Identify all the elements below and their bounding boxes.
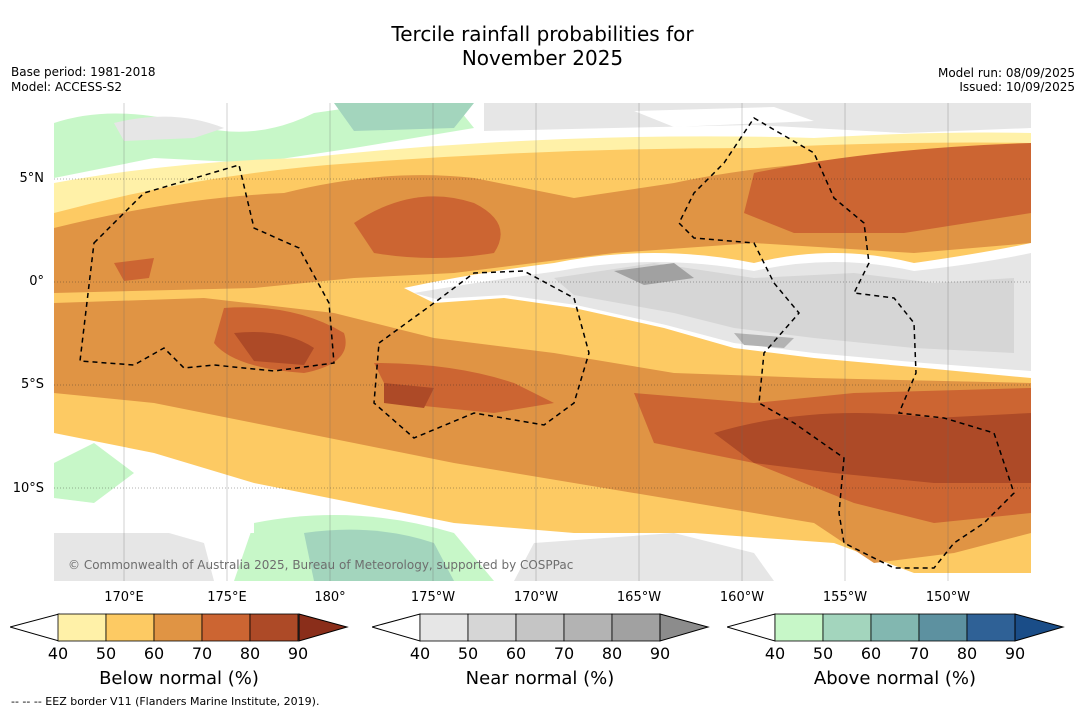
lon-label-175w: 175°W [410,590,456,605]
map-title-line1: Tercile rainfall probabilities for [391,22,694,46]
colorbar-segment [201,613,251,642]
colorbar-title-above: Above normal (%) [813,668,977,689]
colorbar-segment [822,613,872,642]
colorbar-tick-label: 60 [860,644,882,663]
colorbar-tick-label: 60 [505,644,527,663]
eez-borders [79,116,1015,569]
colorbar-segment [563,613,613,642]
map-canvas [54,103,1031,581]
map-title-line2: November 2025 [461,46,624,70]
colorbar-segment [515,613,565,642]
colorbar-tick-label: 40 [409,644,431,663]
colorbar-below-normal [10,613,349,642]
copyright-text: © Commonwealth of Australia 2025, Bureau… [68,558,574,572]
colorbar-below-extend [298,613,349,642]
colorbar-tick-label: 90 [649,644,671,663]
colorbar-tick-label: 90 [1004,644,1026,663]
lon-label-170e: 170°E [104,590,144,605]
colorbar-segment [467,613,517,642]
colorbar-title-below: Below normal (%) [99,668,259,689]
colorbar-near-normal [372,613,710,642]
colorbar-segment [918,613,968,642]
colorbar-tick-label: 70 [553,644,575,663]
colorbar-tick-label: 70 [908,644,930,663]
colorbar-tick-label: 70 [191,644,213,663]
colorbar-tick-label: 60 [143,644,165,663]
lon-label-175e: 175°E [207,590,247,605]
lon-label-150w: 150°W [925,590,971,605]
colorbar-segment [153,613,203,642]
lat-label-10s: 10°S [12,481,44,496]
colorbar-segment [57,613,107,642]
colorbar-title-near: Near normal (%) [465,668,615,689]
colorbar-tick-label: 40 [764,644,786,663]
model-name: Model: ACCESS-S2 [11,80,123,94]
lat-label-0: 0° [29,274,44,289]
colorbar-tick-label: 90 [287,644,309,663]
colorbar-segment [249,613,299,642]
colorbar-tick-label: 80 [601,644,623,663]
lat-label-5n: 5°N [19,171,45,186]
below-normal-80-region [714,413,1031,483]
lat-gridlines [54,178,1031,489]
colorbar-tick-label: 50 [95,644,117,663]
colorbar-segment [419,613,469,642]
lon-gridlines [123,103,949,581]
colorbar-segment [105,613,155,642]
colorbar-segment [774,613,824,642]
colorbar-segment [966,613,1016,642]
lon-label-165w: 165°W [616,590,662,605]
colorbar-tick-label: 80 [956,644,978,663]
model-run: Model run: 08/09/2025 [937,66,1075,80]
colorbar-tick-label: 40 [47,644,69,663]
base-period: Base period: 1981-2018 [11,65,156,79]
lon-label-160w: 160°W [719,590,765,605]
colorbar-tick-label: 50 [457,644,479,663]
colorbar-above-normal [727,613,1065,642]
eez-footer-note: -- -- -- EEZ border V11 (Flanders Marine… [11,695,320,708]
rainfall-probability-map [54,103,1031,581]
colorbar-segment [870,613,920,642]
lat-label-5s: 5°S [20,377,44,392]
lon-label-155w: 155°W [822,590,868,605]
colorbar-tick-label: 80 [239,644,261,663]
issued-date: Issued: 10/09/2025 [959,80,1075,94]
colorbar-segment [611,613,661,642]
lon-label-180: 180° [314,590,346,605]
lon-label-170w: 170°W [513,590,559,605]
colorbar-tick-label: 50 [812,644,834,663]
